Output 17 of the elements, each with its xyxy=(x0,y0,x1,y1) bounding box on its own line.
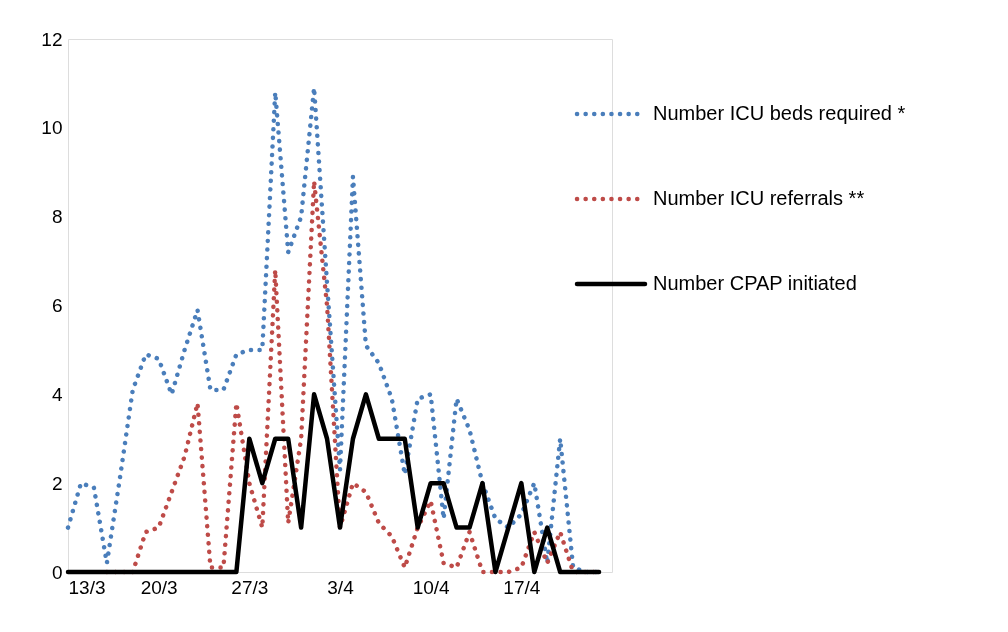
x-tick-label: 17/4 xyxy=(503,576,541,598)
x-tick-label: 27/3 xyxy=(231,576,269,598)
y-tick-label: 12 xyxy=(41,28,63,50)
x-tick-label: 10/4 xyxy=(412,576,451,598)
y-tick-label: 2 xyxy=(51,472,63,494)
y-tick-label: 10 xyxy=(41,117,63,139)
y-tick-label: 4 xyxy=(51,383,63,405)
y-tick-label: 0 xyxy=(51,561,63,583)
legend-label: Number CPAP initiated xyxy=(653,272,857,294)
x-tick-label: 13/3 xyxy=(68,576,106,598)
y-tick-label: 8 xyxy=(51,206,63,228)
legend-label: Number ICU beds required * xyxy=(653,102,906,124)
x-tick-label: 20/3 xyxy=(140,576,178,598)
line-series xyxy=(65,392,602,575)
x-tick-label: 3/4 xyxy=(327,576,355,598)
legend-label: Number ICU referrals ** xyxy=(653,187,865,209)
y-tick-label: 6 xyxy=(51,295,63,316)
